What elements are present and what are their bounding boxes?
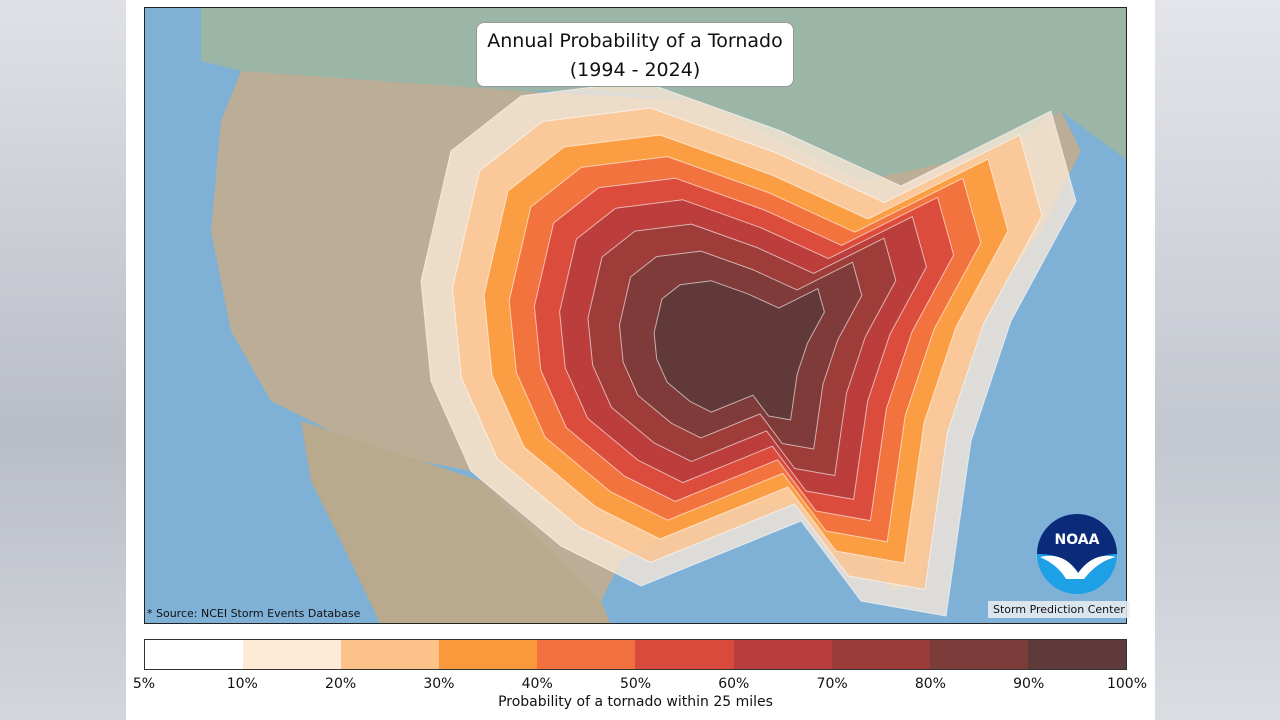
source-note: * Source: NCEI Storm Events Database bbox=[147, 607, 361, 620]
canada-land bbox=[201, 8, 1126, 191]
colorbar-segment bbox=[1027, 640, 1126, 669]
colorbar-segment bbox=[341, 640, 440, 669]
map-title-box: Annual Probability of a Tornado (1994 - … bbox=[476, 22, 794, 87]
colorbar-segment bbox=[635, 640, 734, 669]
colorbar-tick-label: 100% bbox=[1106, 676, 1148, 692]
colorbar-tick-label: 50% bbox=[619, 676, 652, 692]
background-right bbox=[1155, 0, 1280, 720]
map-title: Annual Probability of a Tornado bbox=[487, 30, 783, 52]
colorbar-segment bbox=[929, 640, 1028, 669]
colorbar-tick-label: 80% bbox=[914, 676, 946, 692]
colorbar-segment bbox=[537, 640, 636, 669]
map-subtitle: (1994 - 2024) bbox=[569, 59, 701, 81]
colorbar-tick-label: 5% bbox=[132, 676, 156, 692]
colorbar-tick-label: 70% bbox=[816, 676, 848, 692]
colorbar-segment bbox=[243, 640, 342, 669]
noaa-logo: NOAA bbox=[1037, 514, 1117, 594]
mexico-land bbox=[301, 421, 611, 623]
colorbar-tick-label: 30% bbox=[423, 676, 455, 692]
colorbar-segment bbox=[145, 640, 244, 669]
colorbar-tick-label: 60% bbox=[718, 676, 750, 692]
colorbar-segment bbox=[439, 640, 538, 669]
noaa-logo-text: NOAA bbox=[1055, 532, 1100, 548]
colorbar-tick-label: 10% bbox=[226, 676, 258, 692]
colorbar-tick-label: 40% bbox=[521, 676, 553, 692]
credit-label: Storm Prediction Center bbox=[988, 601, 1130, 618]
colorbar-tick-label: 20% bbox=[325, 676, 357, 692]
colorbar-segment bbox=[733, 640, 832, 669]
tornado-probability-map bbox=[144, 7, 1127, 624]
colorbar-label: Probability of a tornado within 25 miles bbox=[498, 694, 773, 710]
colorbar-tick-label: 90% bbox=[1013, 676, 1045, 692]
background-left bbox=[0, 0, 126, 720]
map-graphic bbox=[201, 8, 1126, 623]
probability-band bbox=[653, 280, 825, 421]
colorbar bbox=[144, 639, 1127, 670]
colorbar-segment bbox=[831, 640, 930, 669]
